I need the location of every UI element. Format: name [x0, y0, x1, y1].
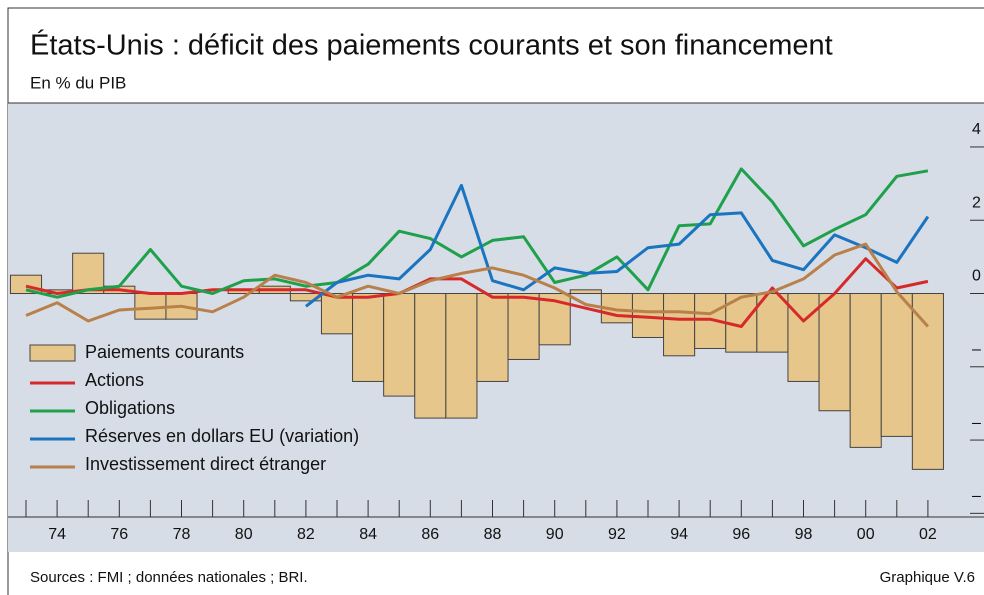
- line-series: [25, 257, 929, 328]
- bar: [320, 293, 354, 335]
- legend-label: Paiements courants: [85, 342, 244, 362]
- bar: [352, 293, 385, 382]
- x-tick-label: 94: [670, 526, 688, 543]
- y-tick-label: – 6: [972, 488, 984, 505]
- bar: [663, 293, 696, 357]
- x-tick-label: 90: [546, 526, 564, 543]
- source: Sources : FMI ; données nationales ; BRI…: [30, 569, 308, 586]
- line-series: [304, 183, 930, 308]
- plot: 4 2 0 – 2 – 4 – 6 74 76 78 80 82 84 86 88 90 92 94 96 98 00…: [8, 121, 984, 543]
- bar: [787, 293, 820, 382]
- x-tick-label: 02: [919, 526, 937, 543]
- x-tick-label: 76: [110, 526, 128, 543]
- legend-label: Investissement direct étranger: [85, 454, 326, 474]
- legend-swatch: [29, 344, 76, 362]
- legend-label: Actions: [85, 370, 144, 390]
- legend-label: Obligations: [85, 398, 175, 418]
- x-tick-label: 92: [608, 526, 626, 543]
- y-tick-label: – 2: [972, 341, 984, 358]
- x-tick-label: 84: [359, 526, 377, 543]
- x-tick-label: 80: [235, 526, 253, 543]
- line-series: [25, 167, 929, 299]
- x-tick-label: 74: [48, 526, 66, 543]
- legend: Paiements courants Actions Obligations Rése…: [29, 342, 359, 474]
- bar: [849, 293, 882, 448]
- x-tick-label: 88: [484, 526, 502, 543]
- bar: [818, 293, 851, 412]
- bar: [880, 293, 913, 437]
- figure-label: Graphique V.6: [880, 569, 975, 586]
- y-tick-label: 0: [972, 268, 981, 285]
- chart-title: États-Unis : déficit des paiements coura…: [30, 29, 833, 62]
- bar: [911, 293, 944, 470]
- x-tick-label: 86: [421, 526, 439, 543]
- bar: [383, 293, 416, 397]
- y-tick-label: – 4: [972, 414, 984, 431]
- bar: [507, 293, 540, 360]
- bar: [756, 293, 789, 353]
- x-tick-label: 78: [173, 526, 191, 543]
- bar: [72, 252, 105, 295]
- legend-label: Réserves en dollars EU (variation): [85, 426, 359, 446]
- y-tick-label: 2: [972, 194, 981, 211]
- bar: [476, 293, 509, 382]
- x-tick-label: 82: [297, 526, 315, 543]
- x-tick-label: 98: [795, 526, 813, 543]
- bar: [569, 289, 602, 295]
- x-tick-label: 96: [732, 526, 750, 543]
- bar: [445, 293, 478, 419]
- x-tick-label: 00: [857, 526, 875, 543]
- chart-subtitle: En % du PIB: [30, 73, 126, 92]
- line-series: [25, 242, 930, 328]
- bar: [414, 293, 447, 419]
- y-tick-label: 4: [972, 121, 981, 138]
